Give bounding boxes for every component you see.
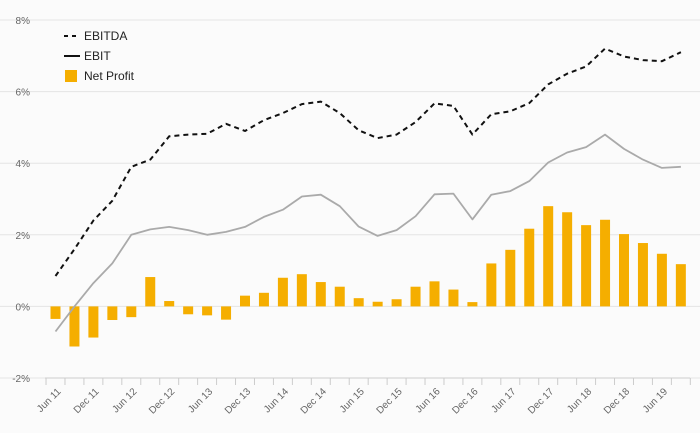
x-tick-label: Dec 14 bbox=[299, 386, 329, 416]
net-profit-bar bbox=[277, 277, 288, 307]
net-profit-bar bbox=[107, 306, 118, 321]
net-profit-bar bbox=[258, 292, 269, 307]
y-tick-label: 2% bbox=[16, 231, 31, 242]
net-profit-bar bbox=[410, 286, 421, 307]
net-profit-bar bbox=[486, 263, 497, 307]
x-tick-label: Dec 13 bbox=[223, 386, 253, 416]
net-profit-bar bbox=[145, 277, 156, 307]
legend-label-ebit: EBIT bbox=[84, 49, 111, 63]
net-profit-bar bbox=[467, 302, 478, 307]
x-tick-label: Jun 13 bbox=[186, 386, 215, 415]
x-axis: Jun 11 Dec 11 Jun 12 Dec 12 Jun 13 Dec 13 Jun … bbox=[35, 377, 691, 417]
legend-label-net-profit: Net Profit bbox=[84, 69, 135, 83]
x-tick-label: Dec 17 bbox=[526, 386, 556, 416]
net-profit-bar bbox=[562, 212, 573, 307]
y-axis: 8% 6% 4% 2% 0% -2% bbox=[12, 16, 30, 385]
net-profit-bar bbox=[221, 306, 232, 320]
net-profit-bars bbox=[50, 206, 686, 347]
x-tick-label: Jun 19 bbox=[641, 386, 670, 415]
x-tick-label: Jun 12 bbox=[110, 386, 139, 415]
net-profit-bar bbox=[334, 286, 345, 307]
net-profit-bar bbox=[88, 306, 99, 338]
x-tick-label: Jun 18 bbox=[565, 386, 594, 415]
x-tick-label: Dec 16 bbox=[450, 386, 480, 416]
net-profit-bar bbox=[353, 298, 364, 307]
net-profit-bar bbox=[524, 228, 535, 307]
net-profit-bar bbox=[183, 306, 194, 315]
net-profit-bar bbox=[69, 306, 80, 347]
net-profit-bar bbox=[675, 264, 686, 307]
y-tick-label: 0% bbox=[16, 302, 31, 313]
x-tick-label: Dec 15 bbox=[375, 386, 405, 416]
net-profit-bar bbox=[637, 243, 648, 307]
x-tick-label: Jun 15 bbox=[338, 386, 367, 415]
net-profit-bar bbox=[50, 306, 61, 319]
net-profit-bar bbox=[600, 219, 611, 307]
net-profit-bar bbox=[296, 274, 307, 307]
net-profit-bar bbox=[240, 295, 250, 307]
x-tick-label: Jun 17 bbox=[489, 386, 518, 415]
net-profit-bar bbox=[126, 306, 137, 318]
net-profit-bar bbox=[656, 253, 667, 307]
x-tick-label: Dec 12 bbox=[147, 386, 177, 416]
y-tick-label: 4% bbox=[16, 159, 31, 170]
y-tick-label: -2% bbox=[12, 374, 30, 385]
net-profit-bar bbox=[581, 225, 592, 307]
net-profit-bar bbox=[448, 289, 459, 307]
net-profit-bar bbox=[429, 281, 440, 307]
legend: EBITDA EBIT Net Profit bbox=[64, 29, 135, 83]
x-tick-label: Dec 11 bbox=[72, 386, 102, 416]
net-profit-bar bbox=[543, 206, 554, 307]
y-tick-label: 8% bbox=[16, 16, 31, 27]
x-tick-label: Jun 11 bbox=[35, 386, 64, 415]
net-profit-bar bbox=[315, 282, 326, 307]
net-profit-bar bbox=[164, 301, 175, 307]
x-tick-label: Jun 16 bbox=[414, 386, 443, 415]
net-profit-bar bbox=[372, 301, 383, 307]
x-tick-label: Dec 18 bbox=[602, 386, 632, 416]
net-profit-bar bbox=[202, 306, 213, 316]
legend-swatch-net-profit bbox=[65, 70, 77, 82]
line-series bbox=[54, 47, 682, 333]
net-profit-bar bbox=[391, 299, 402, 307]
net-profit-bar bbox=[505, 249, 516, 307]
legend-label-ebitda: EBITDA bbox=[84, 29, 127, 43]
y-tick-label: 6% bbox=[16, 88, 31, 99]
x-tick-label: Jun 14 bbox=[262, 386, 291, 415]
net-profit-bar bbox=[619, 234, 629, 307]
ebit-line bbox=[54, 133, 681, 333]
